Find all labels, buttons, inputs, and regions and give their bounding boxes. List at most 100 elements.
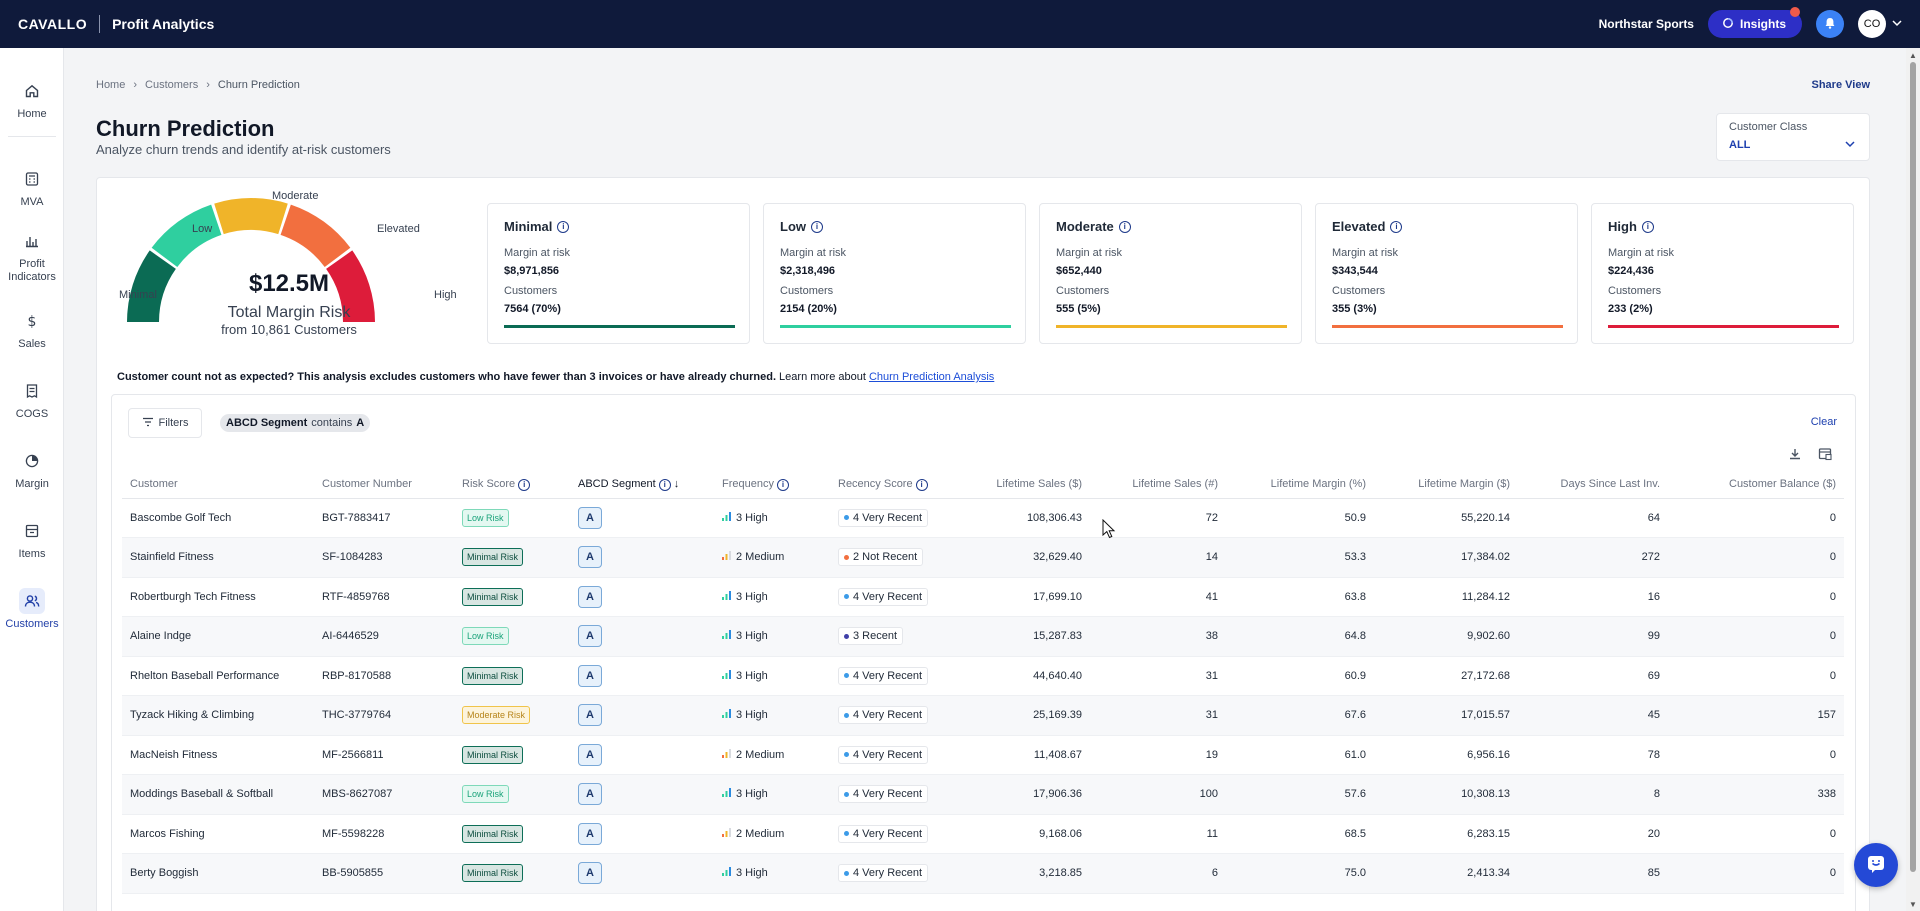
gauge-segment-moderate[interactable] <box>214 198 288 235</box>
column-header-lifetime-margin-pct[interactable]: Lifetime Margin (%) <box>1226 471 1374 499</box>
table-row[interactable]: Berty Boggish BB-5905855 Minimal Risk A 3 Hi… <box>122 853 1844 894</box>
info-icon[interactable]: i <box>1390 220 1403 233</box>
top-bar: CAVALLO Profit Analytics Northstar Sport… <box>0 0 1920 48</box>
risk-color-bar <box>1332 325 1563 328</box>
cell-customer[interactable]: Rhelton Baseball Performance <box>122 656 314 696</box>
cell-customer[interactable]: Bascombe Golf Tech <box>122 498 314 538</box>
cell-customer-balance: 0 <box>1668 577 1844 617</box>
column-header-customer-balance[interactable]: Customer Balance ($) <box>1668 471 1844 499</box>
filter-chip-abcd-segment[interactable]: ABCD Segment contains A <box>220 414 371 432</box>
frequency-bars-icon <box>722 748 732 761</box>
table-row[interactable]: Bascombe Golf Tech BGT-7883417 Low Risk A 3 … <box>122 498 1844 538</box>
table-row[interactable]: Alaine Indge AI-6446529 Low Risk A 3 High 3 R… <box>122 616 1844 657</box>
table-row[interactable]: Moddings Baseball & Softball MBS-8627087 L… <box>122 774 1844 815</box>
sidebar-item-label: Sales <box>18 338 46 350</box>
sidebar-item-items[interactable]: Items <box>0 518 64 561</box>
filters-button[interactable]: Filters <box>128 408 202 438</box>
risk-card-elevated[interactable]: Elevated i Margin at risk $343,544 Custom… <box>1315 203 1578 344</box>
info-icon[interactable]: i <box>811 220 823 233</box>
table-row[interactable]: Marcos Fishing MF-5598228 Minimal Risk A 2 M… <box>122 814 1844 854</box>
column-header-lifetime-sales-count[interactable]: Lifetime Sales (#) <box>1090 471 1226 499</box>
sidebar-item-customers[interactable]: Customers <box>0 588 64 631</box>
customer-class-select[interactable]: Customer Class ALL <box>1716 113 1870 161</box>
table-row[interactable]: Robertburgh Tech Fitness RTF-4859768 Minim… <box>122 577 1844 617</box>
sidebar-item-home[interactable]: Home <box>0 78 64 121</box>
column-header-lifetime-sales-usd[interactable]: Lifetime Sales ($) <box>956 471 1090 499</box>
sidebar-item-sales[interactable]: $ Sales <box>0 308 64 351</box>
churn-analysis-link[interactable]: Churn Prediction Analysis <box>868 371 995 383</box>
sidebar-item-profit-indicators[interactable]: Profit Indicators <box>0 228 64 284</box>
risk-card-low[interactable]: Low i Margin at risk $2,318,496 Customers… <box>763 203 1026 344</box>
margin-at-risk-label: Margin at risk <box>1056 247 1123 259</box>
table-row[interactable]: MacNeish Fitness MF-2566811 Minimal Risk A 2… <box>122 735 1844 775</box>
cell-customer[interactable]: Marcos Fishing <box>122 814 314 854</box>
chevron-down-icon[interactable] <box>1892 19 1902 30</box>
sidebar-item-mva[interactable]: MVA <box>0 166 64 209</box>
info-icon[interactable]: i <box>1641 220 1654 233</box>
cell-customer[interactable]: Tyzack Hiking & Climbing <box>122 695 314 736</box>
cell-abcd-segment: A <box>570 695 714 736</box>
share-view-link[interactable]: Share View <box>1811 79 1871 91</box>
info-icon[interactable]: i <box>915 478 928 491</box>
customers-value: 233 (2%) <box>1608 303 1653 315</box>
gauge-segment-high[interactable] <box>326 250 375 322</box>
cell-recency-score: 4 Very Recent <box>830 774 956 815</box>
column-header-days-since-last-inv[interactable]: Days Since Last Inv. <box>1518 471 1668 499</box>
chat-support-button[interactable] <box>1854 843 1898 887</box>
cell-customer[interactable]: Berty Boggish <box>122 853 314 894</box>
company-name[interactable]: Northstar Sports <box>1598 17 1694 31</box>
table-row[interactable]: Tyzack Hiking & Climbing THC-3779764 Moder… <box>122 695 1844 736</box>
scroll-up-arrow-icon[interactable]: ▲ <box>1909 51 1917 60</box>
cavallo-logo[interactable]: CAVALLO <box>18 16 88 32</box>
risk-card-high[interactable]: High i Margin at risk $224,436 Customers … <box>1591 203 1854 344</box>
cell-risk-score: Low Risk <box>454 498 570 538</box>
cell-customer[interactable]: MacNeish Fitness <box>122 735 314 775</box>
gauge-segment-minimal[interactable] <box>127 250 176 322</box>
column-header-recency-score[interactable]: Recency Score i <box>830 471 956 499</box>
cell-customer[interactable]: Alaine Indge <box>122 616 314 657</box>
users-icon <box>19 588 45 614</box>
column-header-lifetime-margin-usd[interactable]: Lifetime Margin ($) <box>1374 471 1518 499</box>
total-margin-risk-label: Total Margin Risk <box>227 304 351 321</box>
sidebar-item-margin[interactable]: Margin <box>0 448 64 491</box>
scrollbar-thumb[interactable] <box>1910 62 1916 872</box>
column-header-abcd-segment[interactable]: ABCD Segment i ↓ <box>570 471 714 499</box>
gauge-segment-elevated[interactable] <box>280 204 351 267</box>
info-icon[interactable]: i <box>518 478 531 491</box>
page-scrollbar[interactable]: ▲ ▼ <box>1906 48 1920 911</box>
risk-card-minimal[interactable]: Minimal i Margin at risk $8,971,856 Custo… <box>487 203 750 344</box>
column-settings-icon[interactable] <box>1817 446 1833 462</box>
notifications-button[interactable] <box>1816 10 1844 38</box>
column-header-customer-number[interactable]: Customer Number <box>314 471 454 499</box>
info-icon[interactable]: i <box>557 220 570 233</box>
gauge-label-minimal: Minimal <box>119 289 157 301</box>
table-row[interactable]: Rhelton Baseball Performance RBP-8170588 M… <box>122 656 1844 696</box>
risk-card-title: High <box>1608 219 1637 234</box>
cell-days-since-last-inv: 16 <box>1518 577 1668 617</box>
download-icon[interactable] <box>1787 446 1803 462</box>
cell-customer[interactable]: Moddings Baseball & Softball <box>122 774 314 815</box>
cell-customer[interactable]: Stainfield Fitness <box>122 537 314 578</box>
clear-filters-link[interactable]: Clear <box>1810 416 1837 428</box>
table-row[interactable]: Stainfield Fitness SF-1084283 Minimal Risk… <box>122 537 1844 578</box>
risk-card-moderate[interactable]: Moderate i Margin at risk $652,440 Custom… <box>1039 203 1302 344</box>
gauge-segment-low[interactable] <box>151 204 222 267</box>
column-header-risk-score[interactable]: Risk Score i <box>454 471 570 499</box>
scroll-down-arrow-icon[interactable]: ▼ <box>1909 900 1917 909</box>
breadcrumb: Home › Customers › Churn Prediction <box>96 79 300 91</box>
breadcrumb-home[interactable]: Home <box>96 79 126 91</box>
sort-desc-icon[interactable]: ↓ <box>673 478 680 490</box>
column-header-customer[interactable]: Customer <box>122 471 314 499</box>
breadcrumb-customers[interactable]: Customers <box>145 79 199 91</box>
sidebar-item-cogs[interactable]: COGS <box>0 378 64 421</box>
customers-label: Customers <box>1332 285 1386 297</box>
insights-button[interactable]: Insights <box>1707 7 1802 38</box>
user-avatar[interactable]: CO <box>1858 10 1886 38</box>
info-icon[interactable]: i <box>1118 220 1131 233</box>
cell-customer[interactable]: Robertburgh Tech Fitness <box>122 577 314 617</box>
info-icon[interactable]: i <box>777 478 790 491</box>
recency-label: 4 Very Recent <box>853 748 923 761</box>
column-header-frequency[interactable]: Frequency i <box>714 471 830 499</box>
risk-badge: Low Risk <box>462 627 509 646</box>
info-icon[interactable]: i <box>658 478 671 491</box>
